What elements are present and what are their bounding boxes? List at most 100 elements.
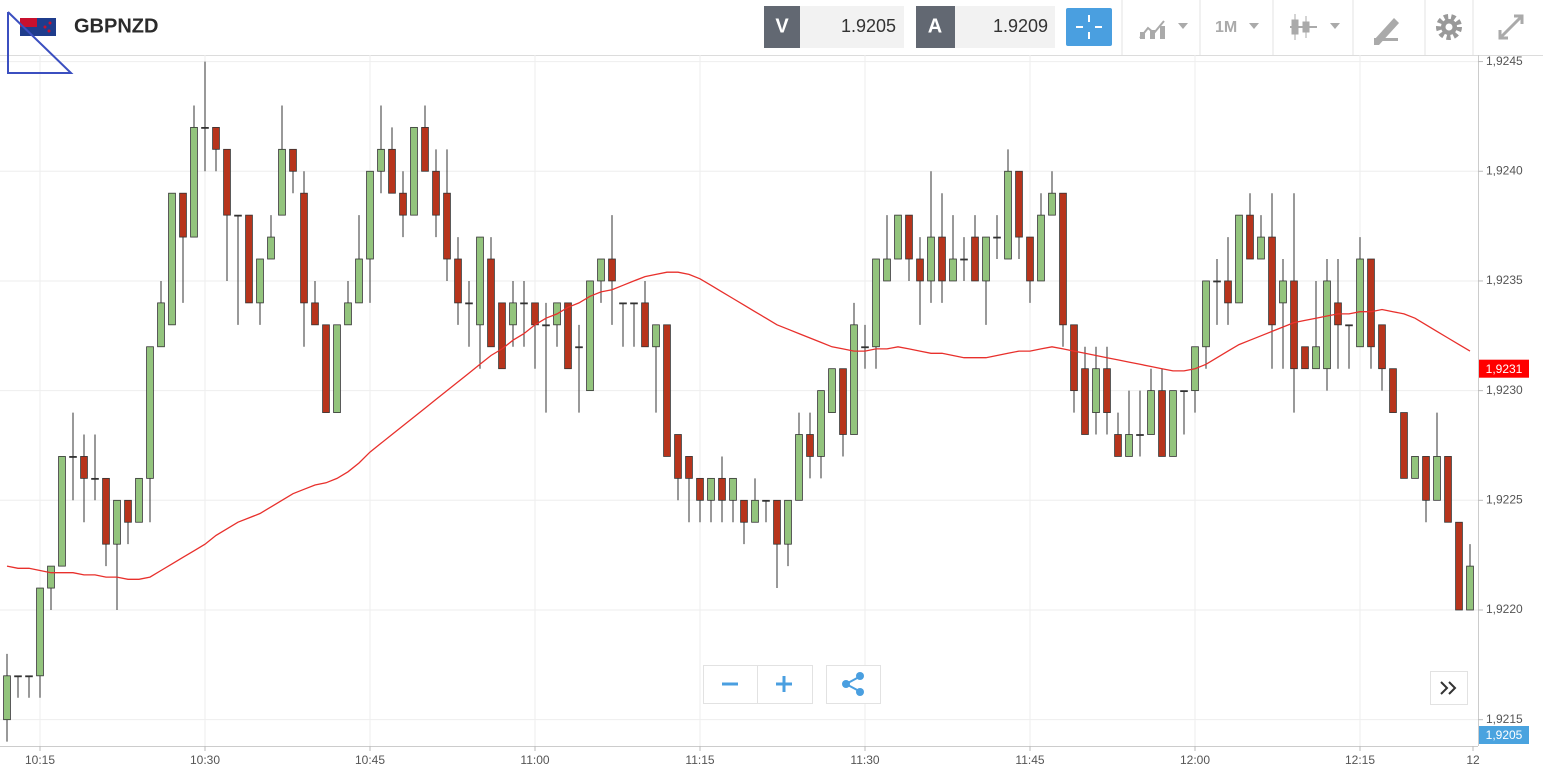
candle-body [245,214,253,304]
candle-body [443,192,451,260]
x-tick-label: 10:30 [190,753,220,767]
scroll-right-button[interactable] [1430,671,1468,705]
candle-body [1290,280,1298,370]
candle-style-button[interactable] [1290,14,1340,40]
candle-body [861,346,869,349]
candle-body [1169,390,1177,457]
candle-body [1235,214,1243,304]
x-tick-label: 12:00 [1180,753,1210,767]
candle-body [762,499,770,502]
fullscreen-button[interactable] [1498,14,1524,40]
candle-body [586,280,594,392]
candle-body [1323,280,1331,370]
candle-body [1389,368,1397,413]
candle-body [1147,390,1155,435]
bid-price: 1.9205 [841,16,896,36]
y-tick-label: 1,9240 [1486,163,1523,177]
x-tick-label: 10:15 [25,753,55,767]
candle-body [1455,521,1463,611]
x-tick-label: 11:30 [850,753,879,767]
candle-body [1433,456,1441,501]
axis-labels: 1,9245 1,9240 1,9235 1,9230 1,9225 1,9220 1,92… [25,54,1529,767]
candle-body [1301,346,1309,370]
candle-body [817,390,825,457]
drawing-tools-button[interactable] [1374,18,1399,45]
ask-price: 1.9209 [993,16,1048,36]
bid-label-box [764,6,800,48]
candle-body [36,587,44,677]
candle-body [784,499,792,545]
candle-body [718,477,726,501]
price-label: 1,9231 [1486,362,1523,376]
candle-body [850,324,858,435]
y-tick-label: 1,9245 [1486,54,1523,68]
candle-body [1015,170,1023,238]
y-tick-label: 1,9225 [1486,492,1523,506]
toolbar-separators [1121,0,1474,55]
candle-body [223,148,231,216]
candle-body [696,477,704,501]
candle-body [674,434,682,479]
bid-label: V [775,15,789,37]
y-tick-label: 1,9220 [1486,602,1523,616]
candle-body [685,456,693,479]
candle-body [1356,258,1364,348]
candle-body [69,456,77,458]
candle-body [1246,214,1254,260]
candle-body [300,192,308,304]
candle-body [1103,368,1111,413]
candle-body [575,346,583,349]
candle-body [795,434,803,501]
timeframe: 1M [1215,19,1237,36]
candle-body [509,302,517,326]
candle-body [476,236,484,326]
candle-body [190,126,198,238]
zoom-out-button[interactable] [703,665,758,704]
candle-body [905,214,913,260]
candle-body [487,258,495,348]
candle-body [146,346,154,479]
candle-body [355,258,363,304]
grid [0,55,1478,746]
timeframe-button[interactable]: 1M [1215,19,1259,36]
share-button[interactable] [826,665,881,704]
candle-body [1400,412,1408,479]
candle-body [311,302,319,326]
candle-body [1257,236,1265,260]
chart-type-button[interactable] [1139,20,1188,39]
candle-body [267,236,275,260]
candle-body [597,258,605,282]
candle-body [322,324,330,413]
candle-body [1213,280,1221,283]
x-tick-label: 10:45 [355,753,385,767]
candle-body [366,170,374,260]
settings-button[interactable] [1436,14,1462,40]
candle-body [1411,456,1419,479]
price-label-box [1479,726,1529,744]
candle-body [1070,324,1078,392]
candle-body [982,236,990,282]
candle-body [399,192,407,216]
candle-body [47,565,55,589]
zoom-in-button[interactable] [757,665,813,704]
candle-body [102,477,110,545]
candle-body [1312,346,1320,370]
candle-body [157,302,165,348]
candle-body [707,477,715,501]
candle-body [1180,390,1188,393]
ask-box [955,6,1055,48]
candle-body [729,477,737,501]
candle-body [641,302,649,348]
x-tick-label: 11:45 [1015,753,1044,767]
plot [3,61,1474,742]
crosshair-button[interactable] [1066,8,1112,46]
candle-body [1466,565,1474,611]
candle-body [916,258,924,282]
symbol: GBPNZD [74,15,158,37]
candle-body [498,302,506,370]
candle-body [256,258,264,304]
candle-body [3,675,11,721]
price-label-box [1479,359,1529,378]
candle-body [113,499,121,545]
